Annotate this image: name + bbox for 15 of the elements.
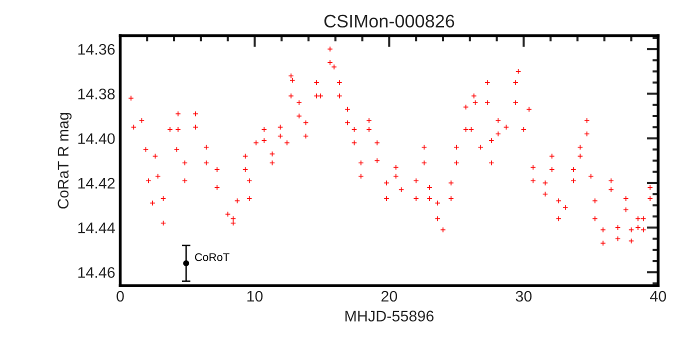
y-tick-label: 14.38 — [78, 88, 115, 100]
x-tick-label: 40 — [650, 290, 666, 302]
y-tick-label: 14.36 — [78, 44, 115, 55]
x-tick-label: 30 — [516, 290, 532, 302]
x-tick-label: 20 — [381, 290, 398, 302]
series-label: CoRoT — [195, 253, 230, 262]
y-axis-title: CoRaT R mag — [58, 112, 72, 209]
y-tick-label: 14.46 — [78, 267, 115, 278]
y-tick-label: 14.44 — [78, 222, 115, 234]
x-tick-label: 10 — [247, 290, 263, 302]
y-tick-label: 14.42 — [78, 178, 115, 188]
y-tick-label: 14.40 — [78, 133, 115, 144]
chart-title: CSIMon-000826 — [324, 14, 454, 28]
x-axis-title: MHJD-55896 — [345, 310, 434, 322]
x-tick-label: 0 — [116, 290, 124, 302]
